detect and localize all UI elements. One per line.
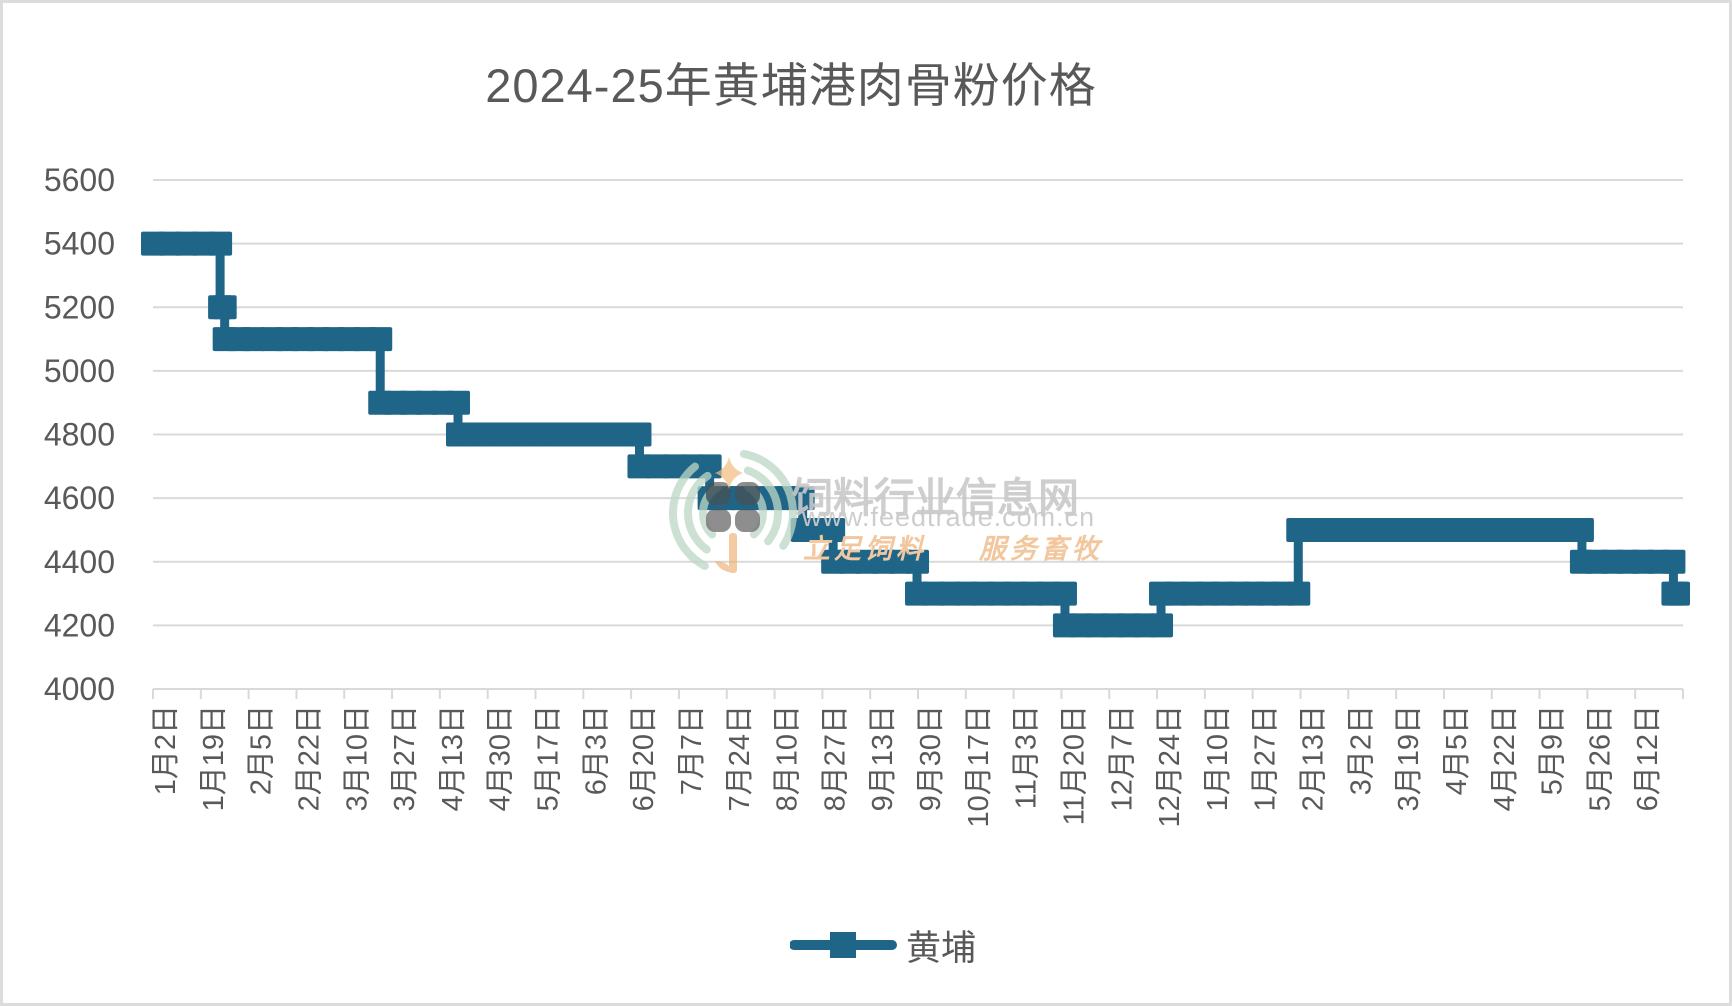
data-marker	[821, 517, 846, 542]
chart-title: 2024-25年黄埔港肉骨粉价格	[485, 59, 1097, 112]
data-marker	[1286, 581, 1311, 606]
x-axis-label: 9月30日	[915, 705, 947, 811]
x-axis-label: 1月2日	[150, 705, 182, 795]
x-axis-label: 11月3日	[1011, 705, 1043, 809]
x-axis-label: 9月13日	[867, 705, 899, 811]
y-axis-label: 5400	[44, 226, 115, 262]
x-axis-label: 3月10日	[341, 705, 373, 811]
legend: 黄埔	[3, 923, 1729, 968]
data-marker	[212, 295, 237, 320]
price-line-plot: 4000 4200 4400 4600 4800 5000 5200 5400 5600 1月2日…	[44, 162, 1690, 828]
x-axis-label: 2月13日	[1298, 705, 1330, 811]
x-axis-label: 6月3日	[580, 705, 612, 795]
x-axis-label: 6月12日	[1632, 705, 1664, 811]
x-axis-label: 11月20日	[1058, 705, 1090, 825]
x-axis-label: 10月17日	[963, 705, 995, 828]
y-axis-label: 5200	[44, 289, 115, 325]
legend-line-marker-icon	[789, 932, 897, 958]
x-axis-label: 5月17日	[533, 705, 565, 811]
y-axis-label: 4600	[44, 480, 115, 516]
x-axis-label: 7月7日	[676, 705, 708, 795]
y-axis-label: 4200	[44, 607, 115, 643]
data-marker	[790, 486, 815, 511]
x-axis-label: 6月20日	[628, 705, 660, 811]
y-axis-label: 4000	[44, 671, 115, 707]
x-axis-label: 1月10日	[1202, 705, 1234, 811]
x-axis-label: 3月19日	[1393, 705, 1425, 811]
data-marker	[627, 422, 652, 447]
data-marker	[1052, 581, 1077, 606]
data-marker	[697, 454, 722, 479]
x-axis-label: 1月27日	[1250, 705, 1282, 811]
data-marker	[1666, 581, 1690, 606]
x-axis-label: 2月5日	[246, 705, 278, 795]
x-axis-label: 8月27日	[819, 705, 851, 811]
x-axis-label: 3月2日	[1345, 705, 1377, 795]
y-axis-label: 5000	[44, 353, 115, 389]
legend-series-label: 黄埔	[905, 928, 976, 968]
x-axis-label: 4月5日	[1441, 705, 1473, 795]
data-marker	[208, 231, 233, 256]
data-marker	[1569, 517, 1594, 542]
data-marker	[241, 327, 266, 352]
x-axis-label: 4月30日	[485, 705, 517, 811]
x-axis-label: 12月24日	[1154, 705, 1186, 828]
x-axis-label: 4月22日	[1489, 705, 1521, 811]
x-axis-label: 1月19日	[198, 705, 230, 811]
y-axis-label: 5600	[44, 162, 115, 198]
data-marker	[368, 327, 393, 352]
y-axis-label: 4800	[44, 417, 115, 453]
x-axis-label: 3月27日	[389, 705, 421, 811]
x-axis-label: 12月7日	[1106, 705, 1138, 811]
x-axis-label: 5月26日	[1584, 705, 1616, 811]
x-axis-label: 4月13日	[437, 705, 469, 811]
y-axis-label: 4400	[44, 544, 115, 580]
data-marker	[446, 390, 470, 415]
x-axis-label: 7月24日	[724, 705, 756, 811]
data-marker	[905, 549, 930, 574]
x-axis-label: 2月22日	[293, 705, 325, 811]
data-marker	[1149, 613, 1174, 638]
data-marker	[1661, 549, 1686, 574]
x-axis-label: 8月10日	[772, 705, 804, 811]
x-axis-label: 5月9日	[1537, 705, 1569, 795]
